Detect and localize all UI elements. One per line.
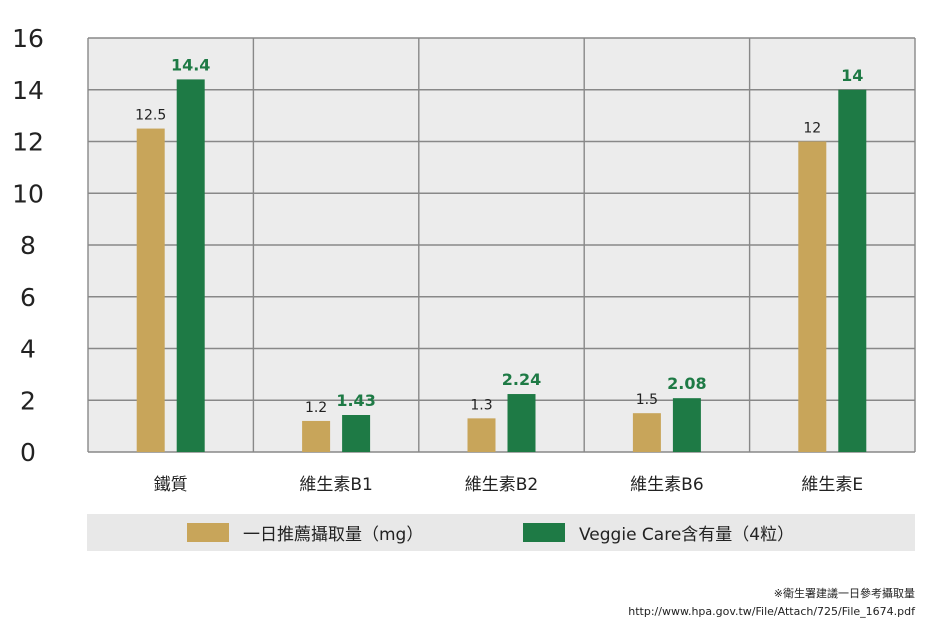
bar-s1-c2 xyxy=(507,394,536,452)
data-label-s0-c1: 1.2 xyxy=(305,400,327,416)
y-tick-label-4: 8 xyxy=(20,231,36,260)
data-label-s1-c4: 14 xyxy=(841,66,863,85)
data-label-s1-c2: 2.24 xyxy=(502,370,541,389)
data-label-s1-c0: 14.4 xyxy=(171,55,210,74)
y-tick-label-5: 10 xyxy=(12,179,44,208)
data-label-s0-c4: 12 xyxy=(803,121,821,137)
legend-swatch-recommended xyxy=(187,523,229,542)
legend-item-veggie-care: Veggie Care含有量（4粒） xyxy=(523,514,794,551)
y-tick-label-8: 16 xyxy=(12,24,44,53)
x-tick-label-3: 維生素B6 xyxy=(630,475,703,495)
y-tick-label-6: 12 xyxy=(12,128,44,157)
bar-s0-c4 xyxy=(798,141,827,452)
bar-s1-c0 xyxy=(176,79,205,453)
bar-s1-c4 xyxy=(838,89,867,452)
data-label-s0-c3: 1.5 xyxy=(636,392,658,408)
bar-s0-c0 xyxy=(136,128,165,452)
bar-chart: 0 2 4 6 8 10 12 14 16 12.5 14.4 鐵質 1.2 1.43 維生素B1 1.3 2.… xyxy=(12,24,916,495)
y-tick-label-2: 4 xyxy=(20,335,36,364)
y-tick-label-1: 2 xyxy=(20,386,36,415)
source-note: ※衛生署建議一日參考攝取量 xyxy=(773,587,915,600)
x-tick-label-0: 鐵質 xyxy=(154,475,188,495)
source-url: http://www.hpa.gov.tw/File/Attach/725/Fi… xyxy=(628,605,915,618)
bar-s1-c1 xyxy=(342,414,371,452)
legend-label-veggie-care: Veggie Care含有量（4粒） xyxy=(579,525,795,545)
y-tick-label-7: 14 xyxy=(12,76,44,105)
y-tick-label-0: 0 xyxy=(20,438,36,467)
legend-item-recommended: 一日推薦攝取量（mg） xyxy=(187,514,423,551)
legend-swatch-veggie-care xyxy=(523,523,565,542)
bar-s0-c3 xyxy=(632,413,661,452)
bar-s1-c3 xyxy=(672,398,701,452)
data-label-s0-c2: 1.3 xyxy=(470,397,492,413)
x-tick-label-1: 維生素B1 xyxy=(299,475,372,495)
legend: 一日推薦攝取量（mg） Veggie Care含有量（4粒） xyxy=(87,514,915,551)
data-label-s0-c0: 12.5 xyxy=(135,108,166,124)
y-tick-label-3: 6 xyxy=(20,283,36,312)
data-label-s1-c3: 2.08 xyxy=(667,374,706,393)
data-label-s1-c1: 1.43 xyxy=(336,391,375,410)
bar-s0-c2 xyxy=(467,418,496,452)
x-tick-label-4: 維生素E xyxy=(801,475,863,495)
x-tick-label-2: 維生素B2 xyxy=(465,475,538,495)
legend-label-recommended: 一日推薦攝取量（mg） xyxy=(243,525,424,545)
bar-s0-c1 xyxy=(302,420,331,452)
